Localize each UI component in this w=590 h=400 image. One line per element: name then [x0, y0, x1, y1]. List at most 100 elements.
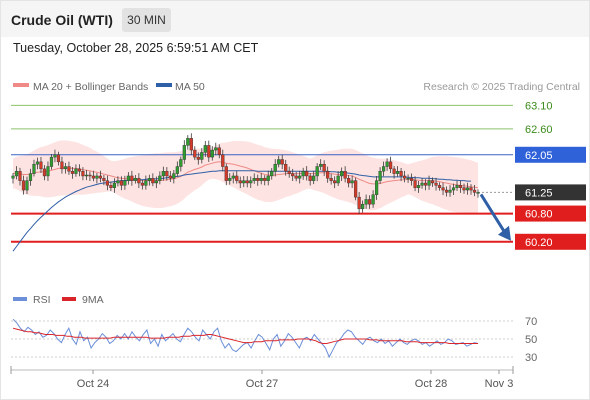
- ma50-legend-label: MA 50: [175, 81, 205, 93]
- candle-body: [284, 163, 288, 172]
- candle-body: [210, 149, 214, 158]
- candle-body: [301, 171, 305, 177]
- candle-body: [165, 171, 169, 177]
- candle-body: [252, 178, 256, 181]
- candle-body: [448, 189, 452, 193]
- candle-body: [298, 175, 302, 179]
- candle-body: [217, 147, 221, 155]
- candle-body: [151, 178, 155, 184]
- candle-body: [196, 156, 200, 160]
- candle-body: [109, 185, 113, 188]
- candle-body: [46, 166, 50, 177]
- candle-body: [91, 175, 96, 179]
- candle-body: [200, 152, 204, 160]
- candle-body: [336, 175, 340, 184]
- candle-body: [315, 166, 319, 177]
- candle-body: [402, 175, 407, 179]
- candle-body: [256, 178, 260, 181]
- candle-body: [423, 182, 428, 186]
- candle-body: [203, 145, 207, 153]
- candle-body: [242, 180, 246, 184]
- candle-body: [95, 175, 99, 179]
- candle-body: [350, 180, 354, 184]
- candle-body: [123, 180, 127, 186]
- candle-body: [287, 171, 291, 174]
- candle-body: [305, 171, 309, 177]
- candle-body: [382, 166, 386, 172]
- price-tags: 63.10 62.60 62.05 61.25 60.80 60.20: [515, 100, 586, 250]
- candle-body: [102, 178, 106, 181]
- price-level-label: 62.60: [525, 124, 553, 136]
- rsi-tick-label: 30: [525, 352, 537, 364]
- candle-body: [329, 178, 333, 181]
- candle-body: [277, 159, 281, 165]
- moving-averages: [12, 161, 479, 252]
- ma9-legend-label: 9MA: [82, 294, 104, 306]
- candle-body: [53, 154, 57, 158]
- candle-body: [42, 168, 47, 177]
- candle-body: [451, 187, 456, 191]
- candles: [11, 133, 480, 215]
- candle-body: [144, 180, 148, 186]
- price-levels: [11, 104, 513, 243]
- rsi-line: [12, 318, 479, 359]
- candle-body: [112, 182, 116, 188]
- header-bar: Crude Oil (WTI) 30 MIN: [1, 1, 589, 37]
- candle-body: [14, 171, 19, 177]
- candle-body: [81, 171, 85, 177]
- candle-body: [130, 175, 134, 181]
- price-tag-bg: [515, 233, 586, 250]
- candle-body: [333, 180, 337, 184]
- candle-body: [32, 163, 36, 174]
- candle-body: [322, 163, 326, 172]
- candle-body: [413, 180, 417, 188]
- candle-body: [193, 149, 197, 158]
- candle-body: [186, 138, 190, 146]
- candle-body: [430, 180, 435, 184]
- candle-body: [273, 163, 277, 172]
- rsi-legend-swatch: [13, 297, 27, 301]
- price-tag-bg: [515, 205, 586, 222]
- candle-body: [392, 168, 396, 174]
- candle-body: [28, 173, 33, 181]
- candle-body: [182, 145, 186, 160]
- candle-body: [175, 166, 179, 174]
- candle-body: [35, 161, 40, 165]
- candle-body: [458, 185, 463, 188]
- candle-body: [137, 178, 141, 184]
- candle-body: [140, 182, 144, 186]
- candle-body: [357, 196, 361, 210]
- x-tick-label: Oct 28: [415, 378, 447, 390]
- candle-body: [340, 171, 344, 177]
- candle-body: [388, 161, 393, 170]
- candle-body: [347, 178, 351, 184]
- candle-body: [231, 175, 235, 179]
- candle-body: [21, 180, 26, 191]
- candle-body: [116, 180, 120, 184]
- candle-body: [375, 180, 379, 195]
- x-tick-label: Oct 24: [77, 378, 109, 390]
- candle-body: [270, 171, 274, 177]
- candle-body: [77, 168, 82, 172]
- candle-body: [154, 180, 158, 184]
- candle-body: [399, 171, 403, 177]
- candle-body: [168, 175, 172, 179]
- candle-body: [249, 180, 253, 184]
- candle-body: [416, 185, 421, 188]
- candle-body: [49, 156, 54, 167]
- candle-body: [84, 174, 89, 177]
- candle-body: [427, 180, 431, 186]
- timeframe-button[interactable]: 30 MIN: [122, 8, 171, 32]
- ma50-line: [12, 170, 471, 252]
- candle-body: [308, 175, 312, 181]
- datetime-label: Tuesday, October 28, 2025 6:59:51 AM CET: [13, 41, 259, 55]
- candle-body: [259, 178, 263, 181]
- candle-body: [39, 161, 43, 170]
- ma20-legend-swatch: [13, 83, 29, 87]
- candle-body: [63, 166, 68, 170]
- rsi-tick-label: 70: [525, 316, 537, 328]
- candle-body: [395, 171, 400, 174]
- rsi-tick-label: 50: [525, 334, 537, 346]
